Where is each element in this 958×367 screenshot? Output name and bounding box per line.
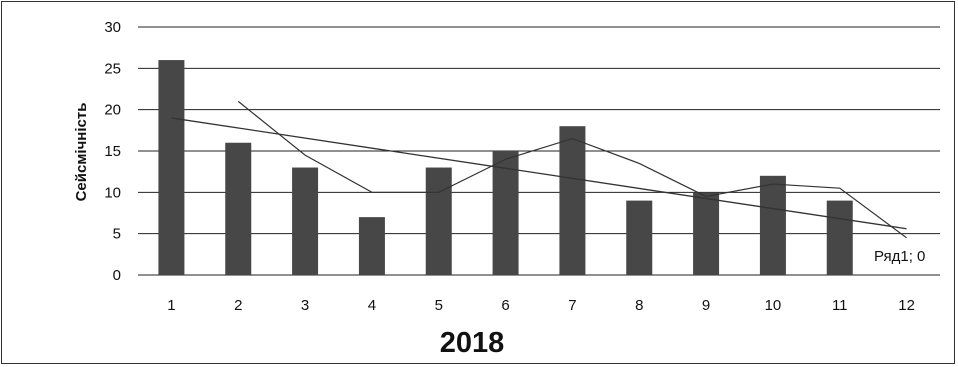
x-tick-label: 8 bbox=[635, 297, 643, 314]
bar bbox=[759, 175, 786, 275]
data-label-annotation: Ряд1; 0 bbox=[874, 248, 925, 265]
y-tick-label: 10 bbox=[104, 184, 121, 201]
y-tick-label: 25 bbox=[104, 60, 121, 77]
bar bbox=[425, 167, 452, 275]
x-tick-label: 6 bbox=[501, 297, 509, 314]
x-tick-labels: 1 2 3 4 5 6 7 8 9 10 11 12 bbox=[167, 297, 915, 314]
overlay-lines bbox=[171, 100, 907, 239]
bar bbox=[826, 200, 853, 275]
bar bbox=[559, 126, 586, 275]
y-axis-label: Сейсмічність bbox=[73, 103, 90, 202]
x-axis-label: 2018 bbox=[440, 327, 505, 359]
grid-lines bbox=[138, 26, 940, 276]
x-tick-label: 3 bbox=[301, 297, 309, 314]
y-tick-label: 0 bbox=[113, 267, 121, 284]
y-tick-label: 5 bbox=[113, 226, 121, 243]
x-tick-label: 12 bbox=[898, 297, 915, 314]
moving-average-line bbox=[237, 100, 907, 239]
bar bbox=[492, 151, 519, 275]
bar bbox=[358, 217, 385, 275]
bars bbox=[158, 60, 853, 275]
x-tick-label: 5 bbox=[435, 297, 443, 314]
x-tick-label: 11 bbox=[832, 297, 848, 314]
y-tick-label: 30 bbox=[104, 19, 121, 36]
x-tick-label: 10 bbox=[765, 297, 782, 314]
y-tick-label: 20 bbox=[104, 102, 121, 119]
x-tick-label: 2 bbox=[234, 297, 242, 314]
x-tick-label: 9 bbox=[702, 297, 710, 314]
bar bbox=[225, 142, 252, 275]
bar bbox=[292, 167, 319, 275]
bar bbox=[626, 200, 653, 275]
bar bbox=[693, 192, 720, 275]
bar bbox=[158, 60, 185, 275]
x-tick-label: 7 bbox=[568, 297, 576, 314]
y-tick-labels: 0 5 10 15 20 25 30 bbox=[104, 19, 121, 284]
x-tick-label: 1 bbox=[167, 297, 175, 314]
y-tick-label: 15 bbox=[104, 143, 121, 160]
trend-line bbox=[171, 117, 907, 230]
x-tick-label: 4 bbox=[368, 297, 376, 314]
